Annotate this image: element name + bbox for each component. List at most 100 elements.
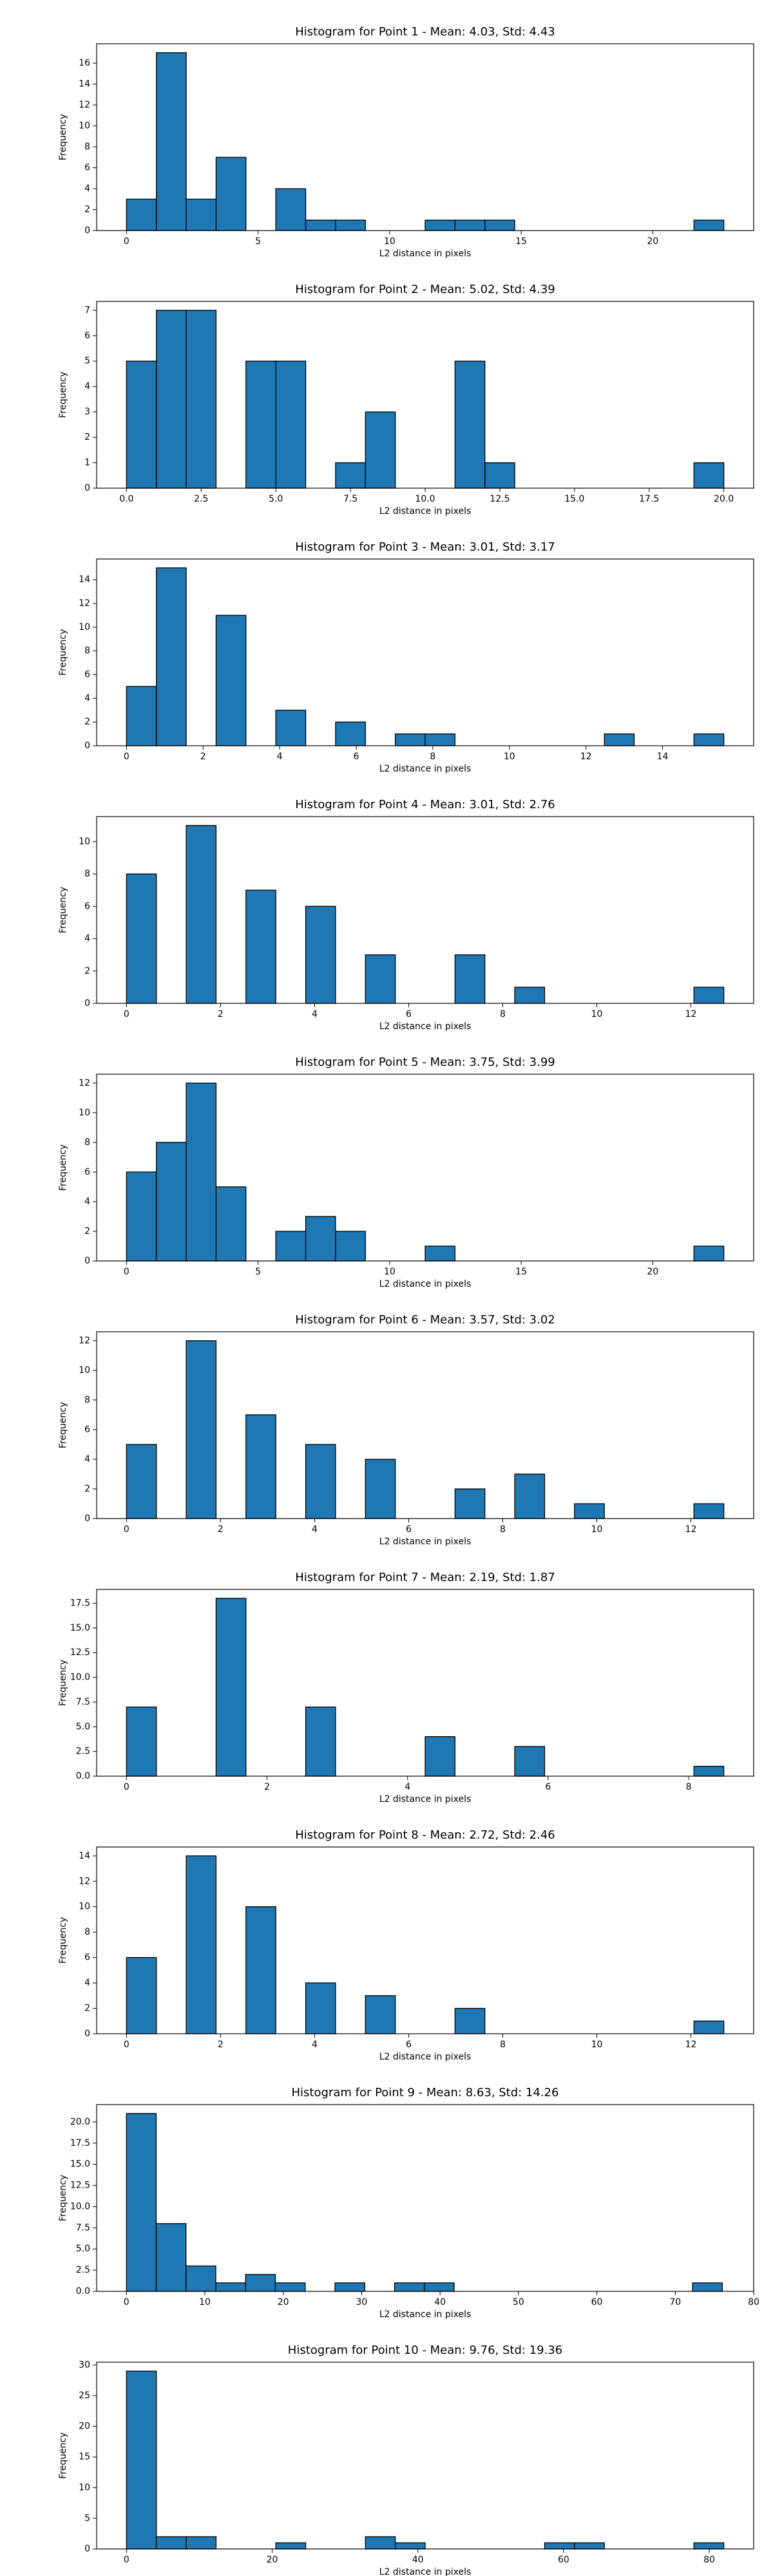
x-tick-label: 0 [124, 1009, 129, 1019]
x-tick-label: 8 [500, 2040, 506, 2050]
y-tick-label: 0.0 [76, 1771, 90, 1781]
y-tick-label: 0 [84, 998, 90, 1009]
y-tick-label: 12 [79, 598, 90, 609]
x-tick-label: 0 [124, 1782, 129, 1792]
y-tick-label: 12.5 [70, 2181, 90, 2191]
x-tick-label: 5 [255, 236, 261, 247]
y-tick-label: 15.0 [70, 1623, 90, 1633]
bar [126, 873, 157, 1004]
x-tick-label: 6 [406, 1009, 412, 1019]
chart-title: Histogram for Point 2 - Mean: 5.02, Std:… [295, 283, 555, 296]
bar [186, 1340, 217, 1519]
chart-title: Histogram for Point 9 - Mean: 8.63, Std:… [292, 2086, 559, 2099]
bar [275, 1231, 307, 1262]
bar [365, 1995, 396, 2034]
bar [186, 1855, 217, 2034]
x-tick-label: 10 [199, 2297, 211, 2307]
x-tick-label: 4 [405, 1782, 410, 1792]
bar [425, 1245, 456, 1262]
x-tick-label: 40 [412, 2555, 424, 2565]
bar [215, 2282, 246, 2292]
x-tick-label: 5 [255, 1267, 261, 1277]
x-tick-label: 0 [124, 1524, 129, 1535]
x-tick-label: 15 [515, 236, 527, 247]
y-tick-label: 0 [84, 2029, 90, 2039]
y-tick-label: 17.5 [70, 2138, 90, 2148]
y-tick-label: 1 [84, 458, 90, 468]
chart-title: Histogram for Point 4 - Mean: 3.01, Std:… [295, 798, 555, 811]
bar [156, 52, 187, 231]
x-tick-label: 4 [312, 1009, 318, 1019]
bar [245, 889, 276, 1004]
y-tick-label: 7 [84, 305, 90, 316]
x-axis-label: L2 distance in pixels [379, 1794, 472, 1804]
x-tick-label: 6 [406, 1524, 412, 1535]
x-tick-label: 8 [500, 1524, 506, 1535]
x-tick-label: 80 [703, 2555, 715, 2565]
y-tick-label: 5.0 [76, 2244, 90, 2254]
bar [215, 156, 247, 231]
bar [126, 361, 157, 489]
y-tick-label: 3 [84, 407, 90, 417]
y-tick-label: 8 [84, 1395, 90, 1405]
bar [156, 567, 187, 746]
y-tick-label: 5.0 [76, 1721, 90, 1732]
bar [454, 954, 486, 1004]
y-tick-label: 0 [84, 225, 90, 236]
x-tick-label: 80 [748, 2297, 759, 2307]
bar [186, 2536, 217, 2550]
bar [274, 2282, 306, 2292]
y-axis-label: Frequency [58, 1660, 68, 1706]
y-tick-label: 15.0 [70, 2159, 90, 2170]
y-tick-label: 2 [84, 2003, 90, 2014]
y-tick-label: 8 [84, 869, 90, 879]
y-tick-label: 6 [84, 1953, 90, 1963]
bar [693, 987, 725, 1004]
x-tick-label: 4 [312, 2040, 318, 2050]
y-axis-label: Frequency [58, 1917, 68, 1964]
bar [245, 1906, 276, 2034]
x-tick-label: 2 [218, 2040, 224, 2050]
y-tick-label: 17.5 [70, 1598, 90, 1608]
x-axis-label: L2 distance in pixels [379, 249, 472, 259]
bar [424, 2282, 455, 2292]
bar [186, 2265, 216, 2292]
bar [126, 2113, 157, 2292]
bar [305, 1216, 336, 1262]
x-tick-label: 2 [264, 1782, 270, 1792]
y-tick-label: 20 [79, 2421, 90, 2432]
bar [335, 1231, 366, 1262]
x-tick-label: 6 [406, 2040, 412, 2050]
bar [365, 954, 396, 1004]
bar [335, 220, 366, 231]
y-tick-label: 6 [84, 1425, 90, 1435]
bar [275, 2542, 307, 2550]
x-tick-label: 30 [356, 2297, 367, 2307]
y-tick-label: 25 [79, 2391, 90, 2401]
x-tick-label: 8 [500, 1009, 506, 1019]
x-tick-label: 12 [685, 1009, 697, 1019]
bar [275, 188, 307, 231]
bar [305, 1982, 336, 2034]
bar [425, 1736, 456, 1777]
y-tick-label: 10 [79, 1365, 90, 1376]
y-tick-label: 8 [84, 646, 90, 656]
x-tick-label: 14 [657, 752, 669, 762]
axes-frame [96, 1846, 754, 2034]
x-tick-label: 50 [513, 2297, 524, 2307]
bar [365, 411, 396, 489]
y-tick-label: 6 [84, 163, 90, 173]
axes-frame [96, 2104, 754, 2292]
bar [215, 614, 247, 746]
x-tick-label: 15 [515, 1267, 527, 1277]
y-axis-label: Frequency [58, 114, 68, 160]
bar [155, 2223, 187, 2292]
bar [454, 220, 486, 231]
x-tick-label: 0 [124, 236, 129, 247]
bar [126, 686, 157, 746]
bar [126, 1171, 157, 1262]
x-tick-label: 6 [545, 1782, 551, 1792]
bar [305, 1706, 336, 1777]
chart-title: Histogram for Point 10 - Mean: 9.76, Std… [288, 2344, 562, 2357]
